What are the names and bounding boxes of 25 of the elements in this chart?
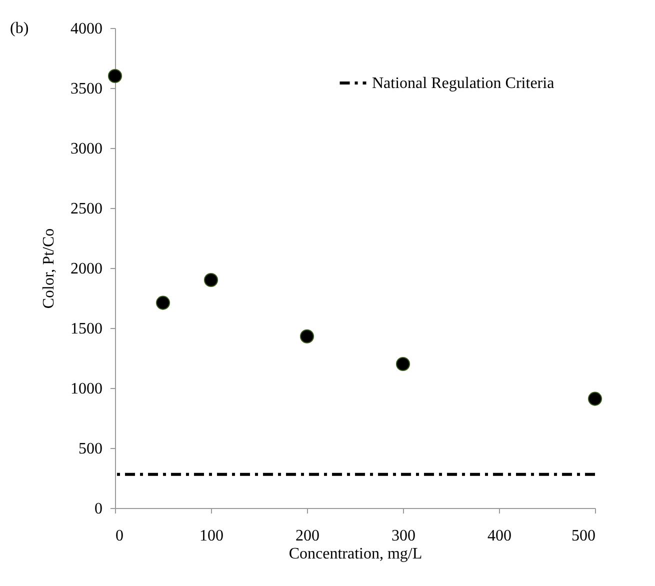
point [204,272,218,288]
point [108,68,122,84]
x-tick-label: 200 [296,528,320,544]
x-tick-label: 0 [116,528,124,544]
y-tick-label: 0 [94,500,102,518]
y-tick-label: 2500 [70,200,102,218]
y-tick-label: 4000 [70,20,102,38]
y-tick-label: 3500 [70,80,102,98]
point [300,329,314,344]
point [588,392,602,406]
point [156,296,170,310]
x-tick-label: 100 [200,528,224,544]
y-axis-title: Color, Pt/Co [40,228,58,309]
y-tick-label: 500 [78,440,102,458]
x-tick-label: 300 [392,528,416,544]
point [396,356,410,372]
y-tick-label: 3000 [70,140,102,158]
y-tick-label: 1500 [70,320,102,338]
x-tick-label: 400 [488,528,512,544]
y-tick-label: 2000 [70,260,102,278]
x-tick-label: 500 [572,528,596,544]
x-axis-title: Concentration, mg/L [288,546,422,562]
legend-label: National Regulation Criteria [372,75,554,92]
y-tick-label: 1000 [70,380,102,398]
text: (b) [10,20,29,37]
